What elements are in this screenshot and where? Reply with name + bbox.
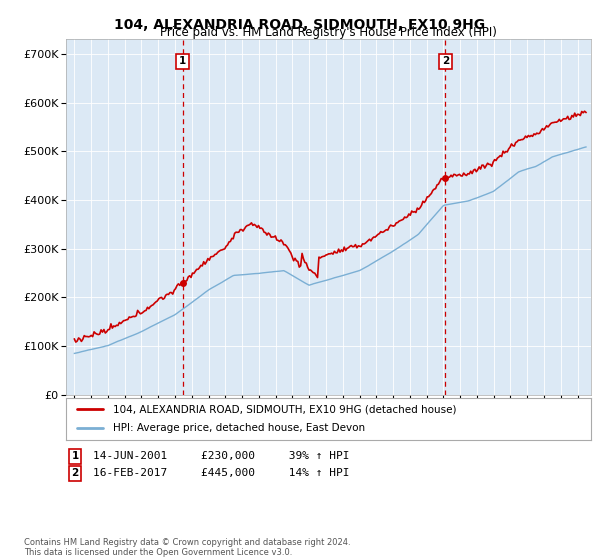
Text: 14-JUN-2001     £230,000     39% ↑ HPI: 14-JUN-2001 £230,000 39% ↑ HPI [93, 451, 349, 461]
Text: 1: 1 [179, 56, 186, 66]
Title: Price paid vs. HM Land Registry's House Price Index (HPI): Price paid vs. HM Land Registry's House … [160, 26, 497, 39]
Text: 104, ALEXANDRIA ROAD, SIDMOUTH, EX10 9HG: 104, ALEXANDRIA ROAD, SIDMOUTH, EX10 9HG [115, 18, 485, 32]
Text: HPI: Average price, detached house, East Devon: HPI: Average price, detached house, East… [113, 423, 365, 433]
Text: 16-FEB-2017     £445,000     14% ↑ HPI: 16-FEB-2017 £445,000 14% ↑ HPI [93, 468, 349, 478]
Text: 104, ALEXANDRIA ROAD, SIDMOUTH, EX10 9HG (detached house): 104, ALEXANDRIA ROAD, SIDMOUTH, EX10 9HG… [113, 404, 457, 414]
Text: Contains HM Land Registry data © Crown copyright and database right 2024.
This d: Contains HM Land Registry data © Crown c… [24, 538, 350, 557]
Text: 1: 1 [71, 451, 79, 461]
Text: 2: 2 [71, 468, 79, 478]
Text: 2: 2 [442, 56, 449, 66]
